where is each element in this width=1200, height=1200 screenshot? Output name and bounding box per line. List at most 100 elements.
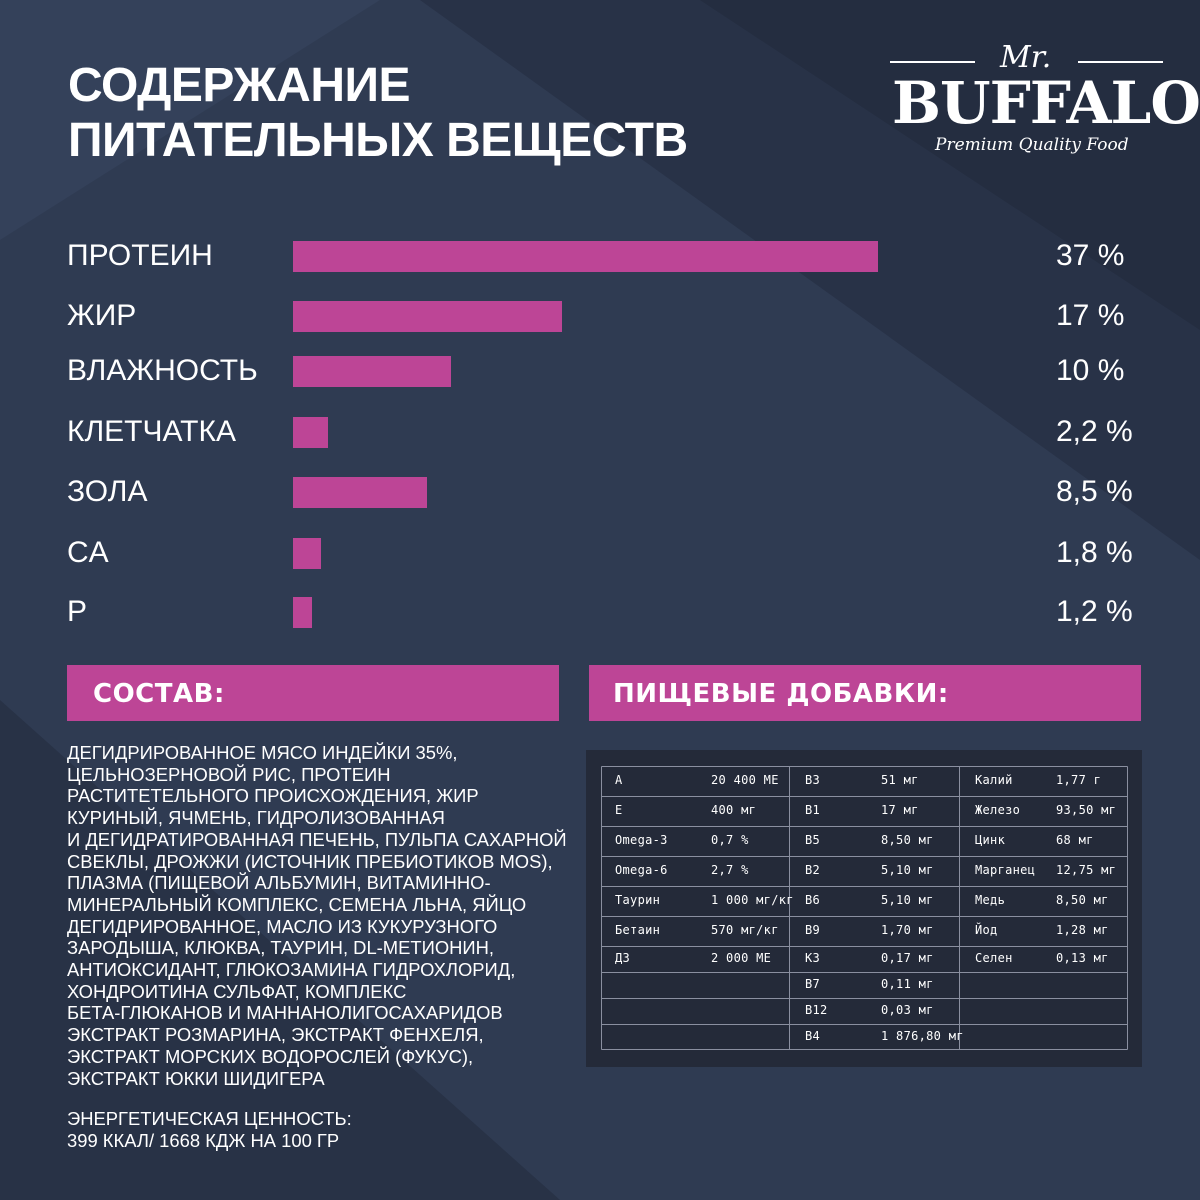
additive-name: K3 — [805, 951, 821, 965]
bar — [293, 477, 428, 508]
additive-value: 1,77 г — [1056, 773, 1102, 787]
composition-line: КУРИНЫЙ, ЯЧМЕНЬ, ГИДРОЛИЗОВАННАЯ — [67, 807, 445, 829]
bar-label: ПРОТЕИН — [67, 239, 213, 272]
additive-name: A — [615, 773, 623, 787]
additive-name: Медь — [975, 893, 1006, 907]
composition-line: СВЕКЛЫ, ДРОЖЖИ (ИСТОЧНИК ПРЕБИОТИКОВ MOS… — [67, 850, 553, 872]
composition-heading: СОСТАВ: — [67, 665, 559, 721]
additive-value: 1 876,80 мг — [881, 1029, 964, 1043]
additive-name: Omega-3 — [615, 833, 668, 847]
additive-name: Марганец — [975, 863, 1036, 877]
nutrient-bar-chart: ПРОТЕИН 37 % ЖИР 17 % ВЛАЖНОСТЬ 10 % КЛЕТЧАТКА… — [67, 239, 1133, 628]
bar-value-label: 1,8 % — [1056, 536, 1133, 569]
additive-name: E — [615, 803, 623, 817]
bar-value-label: 2,2 % — [1056, 415, 1133, 448]
composition-line: РАСТИТЕТЕЛЬНОГО ПРОИСХОЖДЕНИЯ, ЖИР — [67, 785, 479, 807]
additive-name: B5 — [805, 833, 821, 847]
additives-grid — [601, 766, 1128, 1050]
additive-value: 68 мг — [1056, 833, 1094, 847]
additive-name: Железо — [975, 803, 1021, 817]
bar — [293, 301, 562, 332]
bar — [293, 356, 452, 387]
additive-name: Бетаин — [615, 923, 661, 937]
logo-mr: Mr. — [1000, 40, 1052, 75]
logo-divider-left — [890, 61, 975, 63]
composition-line: БЕТА-ГЛЮКАНОВ И МАННАНОЛИГОСАХАРИДОВ — [67, 1002, 503, 1024]
additive-value: 570 мг/кг — [711, 923, 779, 937]
additive-name: B3 — [805, 773, 821, 787]
additive-name: Д3 — [615, 951, 631, 965]
additive-value: 93,50 мг — [1056, 803, 1117, 817]
composition-line: АНТИОКСИДАНТ, ГЛЮКОЗАМИНА ГИДРОХЛОРИД, — [67, 959, 516, 981]
bar — [293, 538, 322, 569]
additive-value: 1 000 мг/кг — [711, 893, 794, 907]
energy-label: ЭНЕРГЕТИЧЕСКАЯ ЦЕННОСТЬ: — [67, 1108, 352, 1129]
additive-name: B12 — [805, 1003, 828, 1017]
bar-label: КЛЕТЧАТКА — [67, 415, 236, 448]
logo-tagline: Premium Quality Food — [935, 135, 1129, 155]
additive-name: Йод — [975, 923, 998, 937]
additive-value: 2 000 МЕ — [711, 951, 772, 965]
energy-value: 399 ККАЛ/ 1668 КДЖ НА 100 ГР — [67, 1129, 340, 1151]
logo-divider-right — [1078, 61, 1163, 63]
additive-name: B4 — [805, 1029, 821, 1043]
additive-value: 17 мг — [881, 803, 919, 817]
additive-name: Omega-6 — [615, 863, 668, 877]
page-title: СОДЕРЖАНИЕ ПИТАТЕЛЬНЫХ ВЕЩЕСТВ — [68, 58, 688, 168]
additive-value: 51 мг — [881, 773, 919, 787]
bar — [293, 241, 878, 272]
bar — [293, 417, 328, 448]
composition-line: ЭКСТРАКТ МОРСКИХ ВОДОРОСЛЕЙ (ФУКУС), — [67, 1045, 474, 1067]
additives-table: A 20 400 МЕ E 400 мг Omega-3 0,7 % Omega-6 2,7 … — [586, 750, 1142, 1067]
logo-brand: BUFFALO — [892, 69, 1200, 137]
bar-value-label: 10 % — [1056, 354, 1125, 387]
additive-name: Таурин — [615, 893, 661, 907]
bar-value-label: 17 % — [1056, 299, 1125, 332]
additive-value: 0,11 мг — [881, 977, 934, 991]
additive-name: B9 — [805, 923, 821, 937]
title-line-1: СОДЕРЖАНИЕ — [68, 59, 410, 112]
additive-value: 1,70 мг — [881, 923, 934, 937]
additive-value: 2,7 % — [711, 863, 749, 877]
composition-line: ЦЕЛЬНОЗЕРНОВОЙ РИС, ПРОТЕИН — [67, 763, 391, 785]
additive-name: Цинк — [975, 833, 1006, 847]
additive-value: 0,17 мг — [881, 951, 934, 965]
additive-value: 20 400 МЕ — [711, 773, 779, 787]
bar-value-label: 8,5 % — [1056, 475, 1133, 508]
additive-value: 400 мг — [711, 803, 757, 817]
additive-value: 8,50 мг — [1056, 893, 1109, 907]
additive-name: B2 — [805, 863, 821, 877]
brand-logo: Mr. BUFFALO Premium Quality Food — [880, 40, 1200, 170]
composition-line: ПЛАЗМА (ПИЩЕВОЙ АЛЬБУМИН, ВИТАМИННО- — [67, 872, 491, 894]
additive-name: Селен — [975, 951, 1013, 965]
additive-value: 12,75 мг — [1056, 863, 1117, 877]
additive-name: B1 — [805, 803, 821, 817]
composition-line: ДЕГИДРИРОВАННОЕ МЯСО ИНДЕЙКИ 35%, — [67, 742, 458, 763]
composition-line: ДЕГИДРИРОВАННОЕ, МАСЛО ИЗ КУКУРУЗНОГО — [67, 915, 498, 937]
additive-name: Калий — [975, 773, 1013, 787]
bar-label: ВЛАЖНОСТЬ — [67, 354, 258, 387]
additive-value: 0,03 мг — [881, 1003, 934, 1017]
additive-name: B6 — [805, 893, 821, 907]
energy-value-block: ЭНЕРГЕТИЧЕСКАЯ ЦЕННОСТЬ: 399 ККАЛ/ 1668 … — [67, 1108, 352, 1151]
bar-label: CA — [67, 536, 109, 569]
additive-value: 1,28 мг — [1056, 923, 1109, 937]
additive-value: 0,13 мг — [1056, 951, 1109, 965]
additives-heading: ПИЩЕВЫЕ ДОБАВКИ: — [589, 665, 1141, 721]
additive-value: 0,7 % — [711, 833, 749, 847]
title-line-2: ПИТАТЕЛЬНЫХ ВЕЩЕСТВ — [68, 114, 688, 167]
composition-text: ДЕГИДРИРОВАННОЕ МЯСО ИНДЕЙКИ 35%, ЦЕЛЬНОЗ… — [67, 742, 567, 1089]
composition-line: МИНЕРАЛЬНЫЙ КОМПЛЕКС, СЕМЕНА ЛЬНА, ЯЙЦО — [67, 893, 527, 915]
additive-value: 8,50 мг — [881, 833, 934, 847]
bar-label: ЗОЛА — [67, 475, 148, 508]
composition-line: ЭКСТРАКТ ЮККИ ШИДИГЕРА — [67, 1067, 325, 1089]
composition-line: И ДЕГИДРАТИРОВАННАЯ ПЕЧЕНЬ, ПУЛЬПА САХАР… — [67, 828, 567, 850]
bar-label: P — [67, 595, 88, 628]
additive-value: 5,10 мг — [881, 893, 934, 907]
composition-line: ЭКСТРАКТ РОЗМАРИНА, ЭКСТРАКТ ФЕНХЕЛЯ, — [67, 1024, 484, 1046]
bar — [293, 597, 312, 628]
bar-value-label: 1,2 % — [1056, 595, 1133, 628]
additive-name: B7 — [805, 977, 821, 991]
composition-line: ХОНДРОИТИНА СУЛЬФАТ, КОМПЛЕКС — [67, 980, 407, 1002]
bar-value-label: 37 % — [1056, 239, 1125, 272]
